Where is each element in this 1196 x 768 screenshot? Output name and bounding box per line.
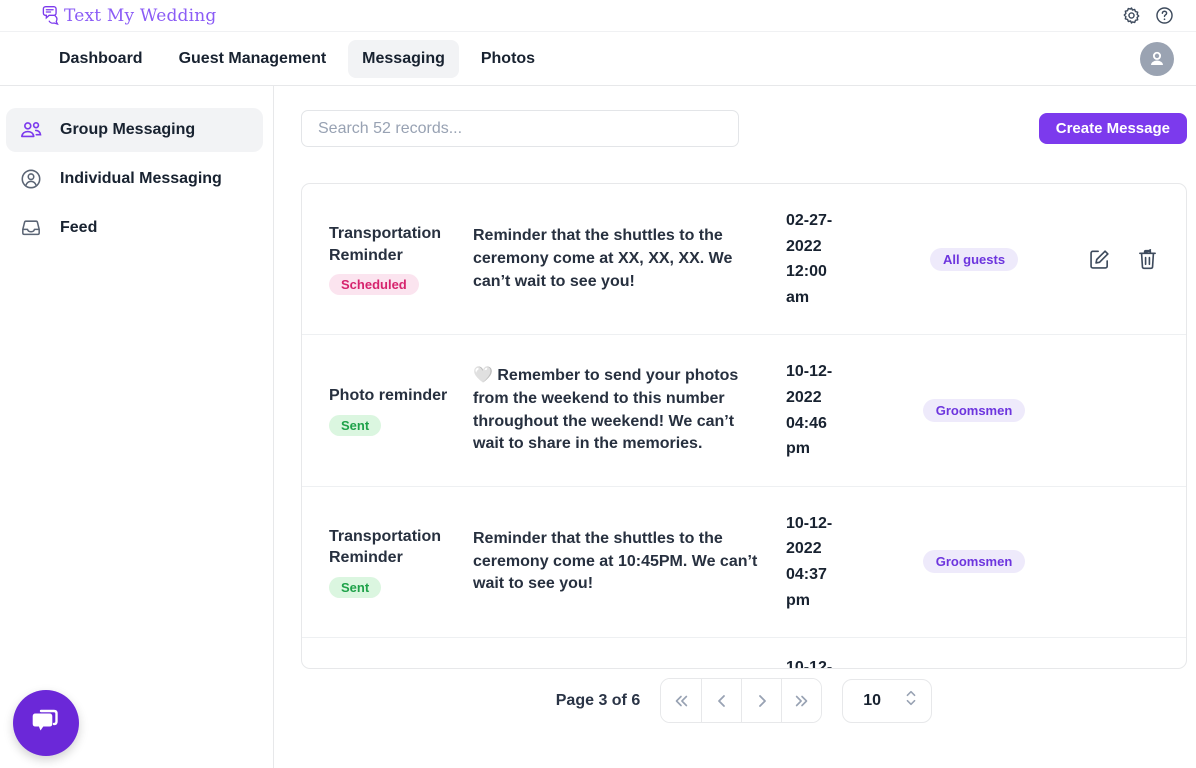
delete-trash-icon[interactable] (1137, 248, 1158, 271)
top-header: Text My Wedding (0, 0, 1196, 32)
create-message-button[interactable]: Create Message (1038, 113, 1187, 144)
chat-widget-button[interactable] (13, 690, 79, 756)
help-icon[interactable] (1155, 6, 1174, 25)
tab-guest-management[interactable]: Guest Management (178, 49, 327, 67)
message-datetime: 10-12- (786, 659, 833, 669)
sidebar-item-individual-messaging[interactable]: Individual Messaging (6, 156, 263, 202)
audience-badge: Groomsmen (922, 550, 1026, 574)
status-badge: Scheduled (329, 274, 419, 296)
last-page-button[interactable] (781, 679, 822, 723)
status-badge: Sent (329, 577, 382, 599)
main-navbar: Dashboard Guest Management Messaging Pho… (0, 32, 1196, 86)
stepper-chevrons-icon (905, 689, 917, 712)
page-indicator: Page 3 of 6 (555, 691, 641, 709)
user-avatar[interactable] (1140, 41, 1174, 76)
settings-gear-icon[interactable] (1122, 6, 1141, 25)
chat-bubbles-icon (29, 705, 63, 742)
message-body: 🤍 Remember to send your photos from the … (473, 367, 739, 453)
brand-name: Text My Wedding (64, 5, 217, 26)
sidebar: Group Messaging Individual Messaging Fee… (0, 86, 274, 768)
main-content: Create Message Transportation Reminder S… (274, 86, 1196, 768)
message-body: Reminder that the shuttles to the ceremo… (473, 227, 733, 290)
message-title: Transportation Reminder (329, 225, 442, 264)
brand-logo[interactable]: Text My Wedding (40, 4, 217, 28)
edit-icon[interactable] (1088, 248, 1111, 271)
tab-messaging[interactable]: Messaging (348, 39, 459, 78)
message-title: Photo reminder (329, 387, 448, 405)
sidebar-item-label: Feed (60, 219, 98, 236)
message-datetime: 10-12- 2022 04:46 pm (786, 363, 833, 458)
pagination: Page 3 of 6 (301, 678, 1187, 724)
inbox-icon (20, 218, 42, 238)
tab-dashboard[interactable]: Dashboard (59, 49, 143, 67)
tab-photos[interactable]: Photos (480, 49, 536, 67)
message-row[interactable]: Transportation Reminder Sent Reminder th… (302, 485, 1186, 637)
page-size-select[interactable]: 10 (842, 678, 933, 723)
status-badge: Sent (329, 414, 382, 436)
sidebar-item-group-messaging[interactable]: Group Messaging (6, 108, 263, 152)
next-page-button[interactable] (741, 679, 782, 723)
message-row[interactable]: 10-12- (302, 637, 1186, 668)
message-row[interactable]: Transportation Reminder Scheduled Remind… (302, 184, 1186, 334)
search-input[interactable] (301, 110, 739, 147)
sidebar-item-label: Individual Messaging (60, 170, 222, 187)
first-page-button[interactable] (661, 679, 702, 723)
prev-page-button[interactable] (701, 679, 742, 723)
audience-badge: All guests (929, 247, 1019, 271)
message-body: Reminder that the shuttles to the ceremo… (473, 529, 758, 593)
messages-table: Transportation Reminder Scheduled Remind… (301, 183, 1187, 670)
group-icon (20, 120, 42, 140)
page-size-value: 10 (863, 691, 882, 709)
user-circle-icon (20, 168, 42, 190)
sidebar-item-feed[interactable]: Feed (6, 206, 263, 250)
message-title: Transportation Reminder (329, 527, 442, 567)
audience-badge: Groomsmen (922, 399, 1026, 423)
message-datetime: 02-27- 2022 12:00 am (786, 212, 833, 306)
sidebar-item-label: Group Messaging (60, 121, 196, 138)
chat-bubbles-logo-icon (40, 4, 62, 28)
message-datetime: 10-12- 2022 04:37 pm (786, 514, 833, 609)
message-row[interactable]: Photo reminder Sent 🤍 Remember to send y… (302, 334, 1186, 485)
